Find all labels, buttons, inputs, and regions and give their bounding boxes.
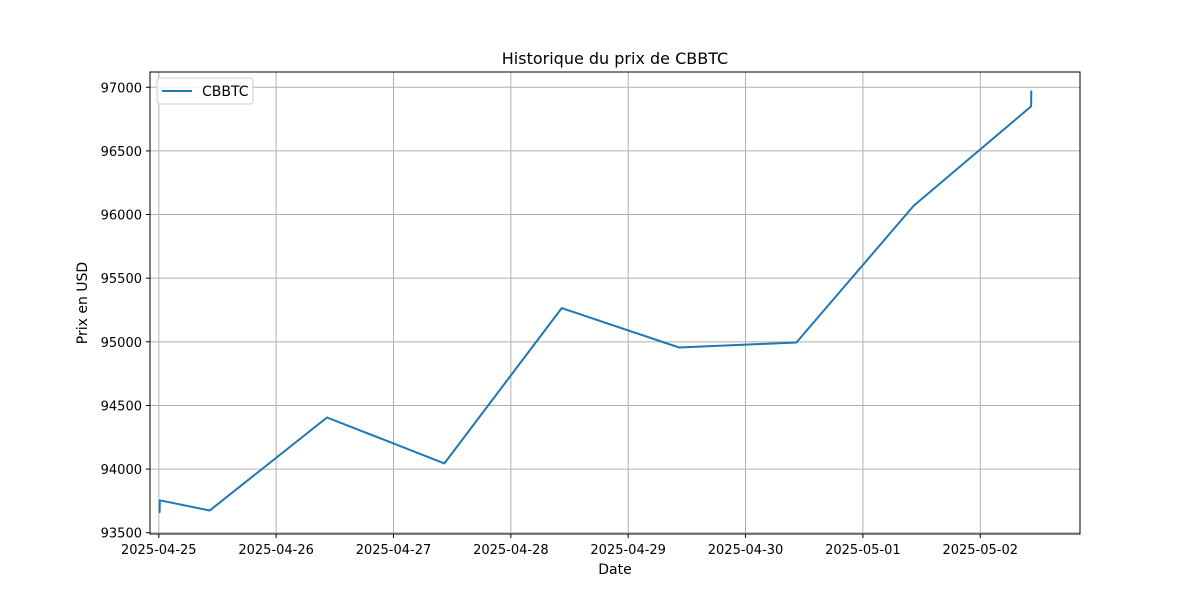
y-tick-label: 93500 [101, 527, 142, 542]
series-layer [158, 90, 1033, 514]
x-axis: 2025-04-25 2025-04-26 2025-04-27 2025-04-28… [121, 534, 1018, 558]
data-point [443, 462, 446, 465]
data-point [560, 307, 563, 309]
x-tick-label: 2025-04-25 [121, 543, 197, 558]
y-tick-label: 96000 [101, 209, 142, 224]
y-tick-label: 96500 [101, 145, 142, 160]
legend: CBBTC [156, 77, 254, 105]
y-axis: 93500 94000 94500 95000 95500 96000 96500 97000 [101, 81, 150, 542]
plot-frame [149, 71, 1081, 535]
data-point [158, 499, 161, 502]
x-axis-label: Date [598, 562, 631, 578]
data-point [678, 346, 680, 349]
x-tick-label: 2025-04-29 [590, 543, 666, 558]
x-tick-label: 2025-04-27 [356, 543, 432, 558]
legend-label: CBBTC [202, 84, 249, 100]
data-point [795, 341, 798, 344]
x-tick-label: 2025-05-02 [942, 543, 1018, 558]
data-point [1030, 90, 1033, 92]
x-tick-label: 2025-04-26 [238, 543, 314, 558]
x-tick-label: 2025-05-01 [825, 543, 901, 558]
data-point [912, 204, 915, 207]
data-point [326, 416, 328, 419]
y-axis-label: Prix en USD [75, 262, 91, 344]
x-tick-label: 2025-04-30 [708, 543, 784, 558]
legend-box [156, 77, 254, 105]
chart-title: Historique du prix de CBBTC [502, 49, 728, 68]
x-tick-label: 2025-04-28 [473, 543, 549, 558]
y-tick-label: 94000 [101, 463, 142, 478]
y-tick-label: 95500 [101, 272, 142, 287]
y-tick-label: 94500 [101, 399, 142, 414]
y-tick-label: 95000 [101, 336, 142, 351]
data-point [208, 509, 211, 512]
y-tick-label: 97000 [101, 81, 142, 96]
data-point [158, 511, 161, 514]
data-point [1030, 105, 1032, 108]
